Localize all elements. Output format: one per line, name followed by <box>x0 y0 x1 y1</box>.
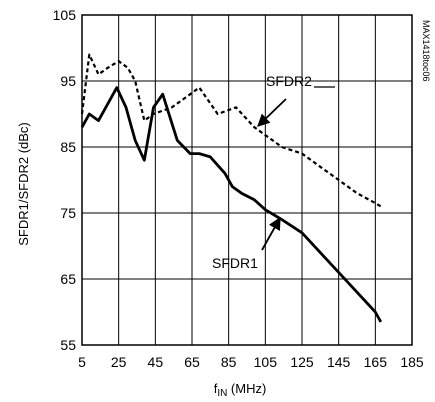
y-tick-label: 85 <box>60 139 76 155</box>
y-axis-label: SFDR1/SFDR2 (dBc) <box>16 122 31 246</box>
grid <box>82 15 412 345</box>
annotation-sfdr1: SFDR1 <box>212 216 281 271</box>
x-tick-label: 165 <box>364 354 388 370</box>
x-axis-label-sub: IN <box>217 388 227 399</box>
annotation-sfdr1-arrow <box>261 216 281 251</box>
x-tick-label: 185 <box>400 354 424 370</box>
x-tick-label: 25 <box>111 354 127 370</box>
y-tick-label: 105 <box>53 7 77 23</box>
annotation-sfdr2: SFDR2 <box>257 73 335 127</box>
x-axis-label-unit: (MHz) <box>227 381 266 396</box>
series-line-sfdr1 <box>80 86 383 323</box>
x-tick-label: 85 <box>221 354 237 370</box>
plot-frame <box>81 14 413 346</box>
x-tick-label: 5 <box>78 354 86 370</box>
x-tick-label: 105 <box>254 354 278 370</box>
x-tick-label: 65 <box>184 354 200 370</box>
y-tick-label: 65 <box>60 271 76 287</box>
tick-labels: 5 25 45 65 85 105 125 145 165 185 55 65 75 85 95 105 <box>53 7 424 370</box>
annotation-sfdr1-label: SFDR1 <box>212 255 258 271</box>
series-layer <box>80 53 383 323</box>
annotation-sfdr2-label: SFDR2 <box>266 73 312 89</box>
annotation-sfdr2-arrow <box>257 98 287 127</box>
series-line-sfdr2 <box>80 53 382 208</box>
x-axis-label: fIN (MHz) <box>214 381 267 399</box>
y-tick-label: 75 <box>60 205 76 221</box>
figure-code: MAX1418toc06 <box>421 20 431 82</box>
x-tick-label: 45 <box>148 354 164 370</box>
y-tick-label: 55 <box>60 337 76 353</box>
x-axis-label-main: f <box>214 381 218 396</box>
x-tick-label: 145 <box>327 354 351 370</box>
y-tick-label: 95 <box>60 73 76 89</box>
x-tick-label: 125 <box>290 354 314 370</box>
